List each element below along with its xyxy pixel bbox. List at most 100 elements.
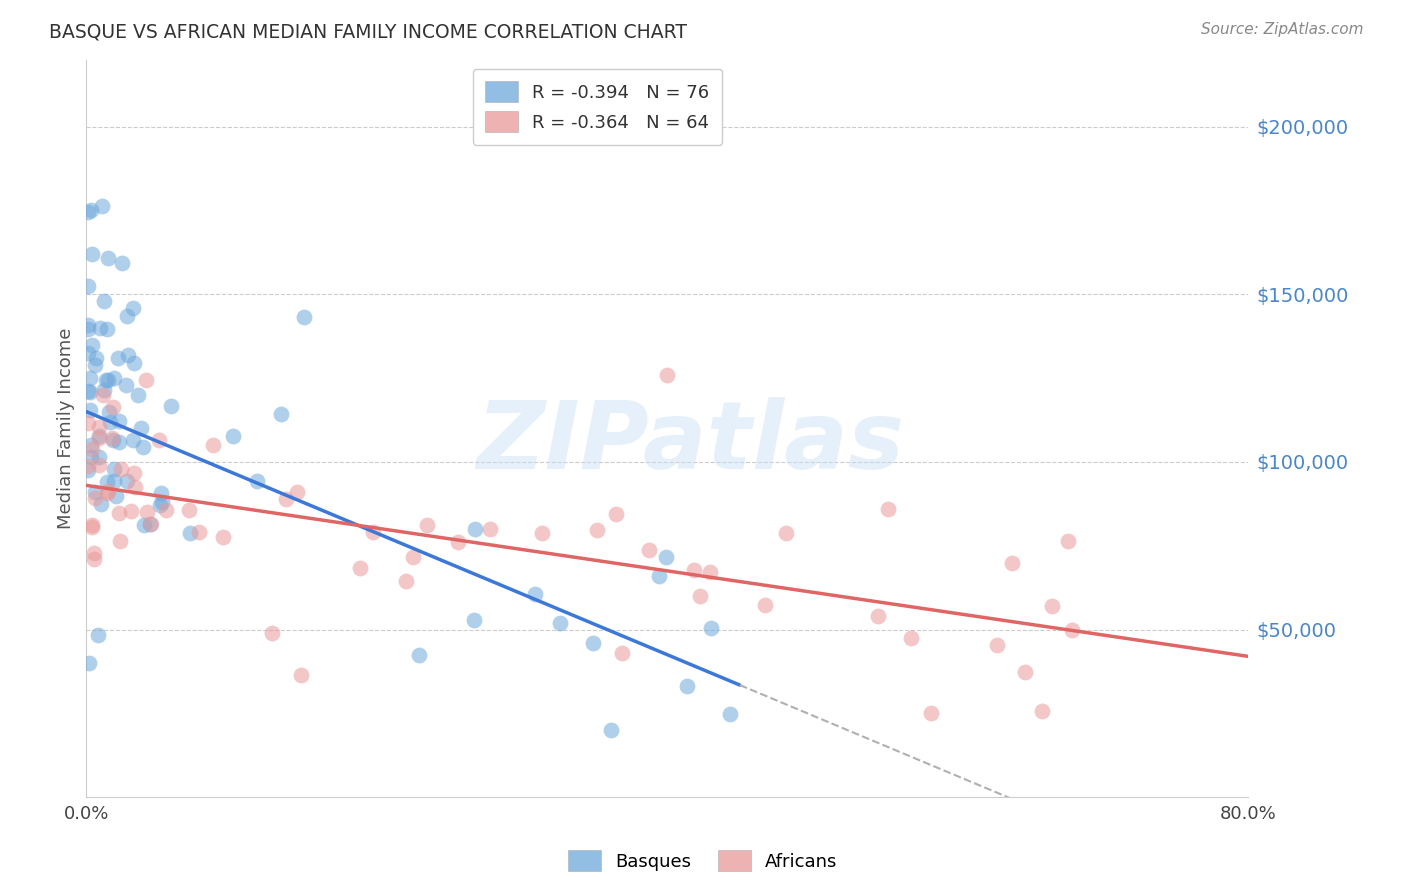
- Point: [89, 431, 111, 445]
- Point: [121, 433, 143, 447]
- Point: [402, 550, 425, 565]
- Point: [599, 723, 621, 737]
- Point: [77, 384, 100, 399]
- Point: [212, 531, 235, 545]
- Point: [202, 438, 225, 452]
- Point: [82, 520, 104, 534]
- Point: [84, 485, 107, 500]
- Point: [82, 247, 104, 261]
- Point: [103, 474, 125, 488]
- Point: [117, 348, 139, 362]
- Point: [96, 322, 118, 336]
- Point: [124, 480, 146, 494]
- Point: [222, 428, 245, 442]
- Point: [1031, 705, 1053, 719]
- Point: [90, 497, 112, 511]
- Point: [700, 621, 723, 635]
- Point: [98, 415, 121, 429]
- Point: [111, 256, 134, 270]
- Point: [920, 706, 942, 721]
- Point: [79, 203, 101, 218]
- Point: [107, 351, 129, 366]
- Legend: R = -0.394   N = 76, R = -0.364   N = 64: R = -0.394 N = 76, R = -0.364 N = 64: [472, 69, 723, 145]
- Point: [108, 533, 131, 548]
- Point: [1057, 533, 1080, 548]
- Point: [84, 351, 107, 366]
- Point: [83, 551, 105, 566]
- Point: [101, 432, 124, 446]
- Point: [675, 679, 697, 693]
- Point: [610, 646, 633, 660]
- Point: [246, 474, 269, 488]
- Point: [136, 505, 159, 519]
- Point: [179, 503, 201, 517]
- Point: [83, 546, 105, 560]
- Point: [155, 503, 177, 517]
- Point: [464, 522, 486, 536]
- Point: [655, 550, 678, 565]
- Point: [103, 371, 125, 385]
- Point: [395, 574, 418, 589]
- Point: [548, 615, 571, 630]
- Point: [523, 586, 546, 600]
- Point: [1001, 556, 1024, 570]
- Point: [349, 561, 371, 575]
- Point: [260, 625, 283, 640]
- Point: [76, 463, 98, 477]
- Point: [87, 419, 110, 434]
- Point: [689, 590, 711, 604]
- Point: [152, 495, 174, 509]
- Point: [87, 628, 110, 642]
- Point: [80, 518, 103, 533]
- Point: [127, 388, 149, 402]
- Point: [79, 402, 101, 417]
- Point: [80, 338, 103, 352]
- Point: [582, 636, 605, 650]
- Point: [96, 475, 118, 489]
- Point: [699, 565, 721, 579]
- Point: [103, 462, 125, 476]
- Point: [122, 466, 145, 480]
- Point: [108, 507, 131, 521]
- Point: [361, 524, 384, 539]
- Point: [447, 534, 470, 549]
- Point: [586, 523, 609, 537]
- Point: [1040, 599, 1063, 613]
- Point: [129, 421, 152, 435]
- Point: [77, 417, 100, 431]
- Point: [876, 501, 898, 516]
- Point: [132, 517, 155, 532]
- Point: [648, 568, 671, 582]
- Point: [93, 383, 115, 397]
- Text: Source: ZipAtlas.com: Source: ZipAtlas.com: [1201, 22, 1364, 37]
- Point: [187, 525, 209, 540]
- Point: [110, 461, 132, 475]
- Point: [97, 251, 120, 265]
- Point: [89, 428, 111, 442]
- Point: [93, 293, 115, 308]
- Point: [76, 204, 98, 219]
- Point: [775, 526, 797, 541]
- Point: [76, 278, 98, 293]
- Point: [77, 318, 100, 332]
- Point: [986, 638, 1008, 652]
- Point: [84, 358, 107, 372]
- Point: [76, 345, 98, 359]
- Point: [115, 474, 138, 488]
- Point: [138, 516, 160, 531]
- Point: [683, 563, 706, 577]
- Point: [270, 407, 292, 421]
- Point: [141, 516, 163, 531]
- Point: [114, 378, 136, 392]
- Point: [97, 373, 120, 387]
- Point: [108, 414, 131, 428]
- Point: [122, 356, 145, 370]
- Point: [463, 613, 485, 627]
- Point: [149, 498, 172, 512]
- Point: [292, 310, 315, 324]
- Point: [103, 401, 125, 415]
- Point: [91, 388, 114, 402]
- Point: [96, 485, 118, 500]
- Y-axis label: Median Family Income: Median Family Income: [58, 327, 75, 529]
- Point: [637, 543, 659, 558]
